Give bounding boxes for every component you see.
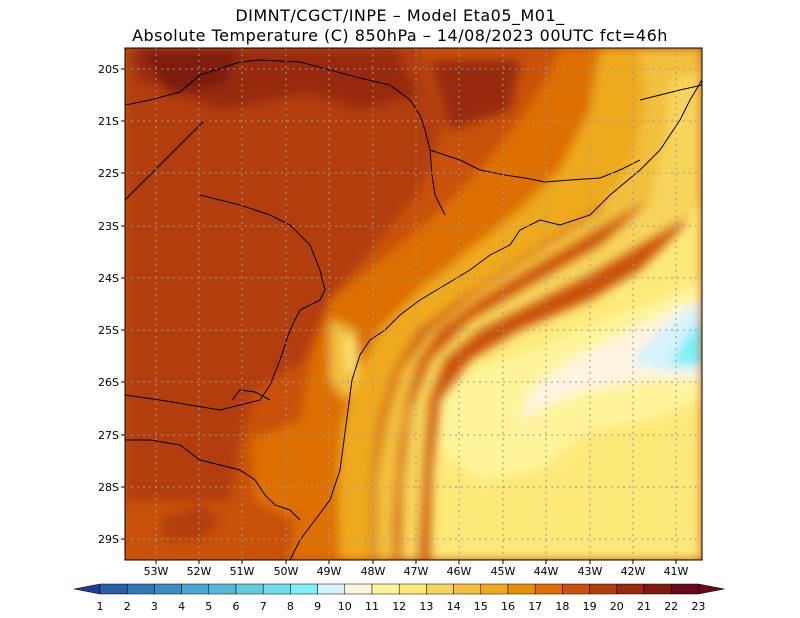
lon-label: 48W: [361, 565, 386, 578]
lat-label: 27S: [98, 429, 119, 442]
colorbar-label: 2: [124, 600, 131, 613]
lat-label: 23S: [98, 220, 119, 233]
colorbar-swatch: [126, 583, 155, 595]
colorbar-label: 19: [583, 600, 597, 613]
colorbar-swatch: [344, 583, 373, 595]
lat-label: 22S: [98, 167, 119, 180]
colorbar-label: 1: [97, 600, 104, 613]
colorbar-swatch: [453, 583, 482, 595]
map-gridlines: [125, 48, 702, 560]
colorbar-swatch: [398, 583, 427, 595]
colorbar-swatch: [589, 583, 618, 595]
lat-label: 28S: [98, 481, 119, 494]
map-frame: [124, 47, 703, 561]
colorbar-label: 23: [691, 600, 705, 613]
longitude-labels: 53W 52W 51W 50W 49W 48W 47W 46W 45W 44W …: [144, 565, 689, 578]
colorbar-swatch: [208, 583, 237, 595]
colorbar-label: 15: [474, 600, 488, 613]
colorbar-label: 6: [233, 600, 240, 613]
colorbar-swatch: [507, 583, 536, 595]
colorbar-swatch: [643, 583, 672, 595]
colorbar-label: 12: [392, 600, 406, 613]
lon-label: 50W: [274, 565, 299, 578]
colorbar-label: 11: [365, 600, 379, 613]
lat-label: 24S: [98, 272, 119, 285]
axis-ticks: [121, 68, 677, 564]
lon-label: 52W: [187, 565, 212, 578]
lon-label: 47W: [404, 565, 429, 578]
colorbar-swatch: [670, 583, 699, 595]
colorbar: [73, 583, 725, 595]
colorbar-swatch: [154, 583, 182, 595]
lon-label: 44W: [534, 565, 559, 578]
colorbar-swatch: [235, 583, 264, 595]
colorbar-swatch: [262, 583, 291, 595]
lon-label: 49W: [317, 565, 342, 578]
colorbar-label: 9: [314, 600, 321, 613]
colorbar-label: 17: [528, 600, 542, 613]
lon-label: 46W: [447, 565, 472, 578]
colorbar-swatch: [371, 583, 400, 595]
lat-label: 26S: [98, 376, 119, 389]
colorbar-labels: 1 2 3 4 5 6 7 8 9 10 11 12 13 14 15 16 17 18 19 20 21 22 23: [97, 600, 706, 613]
lat-label: 21S: [98, 115, 119, 128]
lon-label: 51W: [230, 565, 255, 578]
colorbar-swatch: [616, 583, 645, 595]
lat-label: 20S: [98, 63, 119, 76]
colorbar-swatch: [480, 583, 509, 595]
colorbar-label: 8: [287, 600, 294, 613]
colorbar-swatch: [181, 583, 210, 595]
colorbar-swatch: [290, 583, 318, 595]
colorbar-label: 4: [178, 600, 185, 613]
colorbar-label: 21: [637, 600, 651, 613]
colorbar-label: 3: [151, 600, 158, 613]
colorbar-swatch: [99, 583, 128, 595]
lon-label: 53W: [144, 565, 169, 578]
colorbar-swatch: [426, 583, 454, 595]
colorbar-label: 18: [555, 600, 569, 613]
colorbar-label: 7: [260, 600, 267, 613]
colorbar-label: 10: [338, 600, 352, 613]
colorbar-label: 14: [447, 600, 461, 613]
colorbar-label: 22: [664, 600, 678, 613]
latitude-labels: 20S 21S 22S 23S 24S 25S 26S 27S 28S 29S: [98, 63, 119, 546]
colorbar-swatch: [562, 583, 590, 595]
lon-label: 42W: [621, 565, 646, 578]
colorbar-swatch: [317, 583, 346, 595]
temperature-field: [125, 48, 702, 560]
lon-label: 45W: [491, 565, 516, 578]
colorbar-arrow-right: [698, 583, 725, 595]
colorbar-arrow-left: [73, 583, 101, 595]
coastline-borders: [125, 59, 702, 560]
chart-title-line-2: Absolute Temperature (C) 850hPa – 14/08/…: [132, 26, 668, 45]
lon-label: 41W: [664, 565, 689, 578]
lat-label: 29S: [98, 533, 119, 546]
colorbar-label: 13: [419, 600, 433, 613]
colorbar-label: 16: [501, 600, 515, 613]
lon-label: 43W: [578, 565, 603, 578]
lat-label: 25S: [98, 324, 119, 337]
colorbar-label: 5: [205, 600, 212, 613]
colorbar-swatch: [534, 583, 563, 595]
chart-title-line-1: DIMNT/CGCT/INPE – Model Eta05_M01_: [235, 6, 565, 25]
colorbar-label: 20: [610, 600, 624, 613]
